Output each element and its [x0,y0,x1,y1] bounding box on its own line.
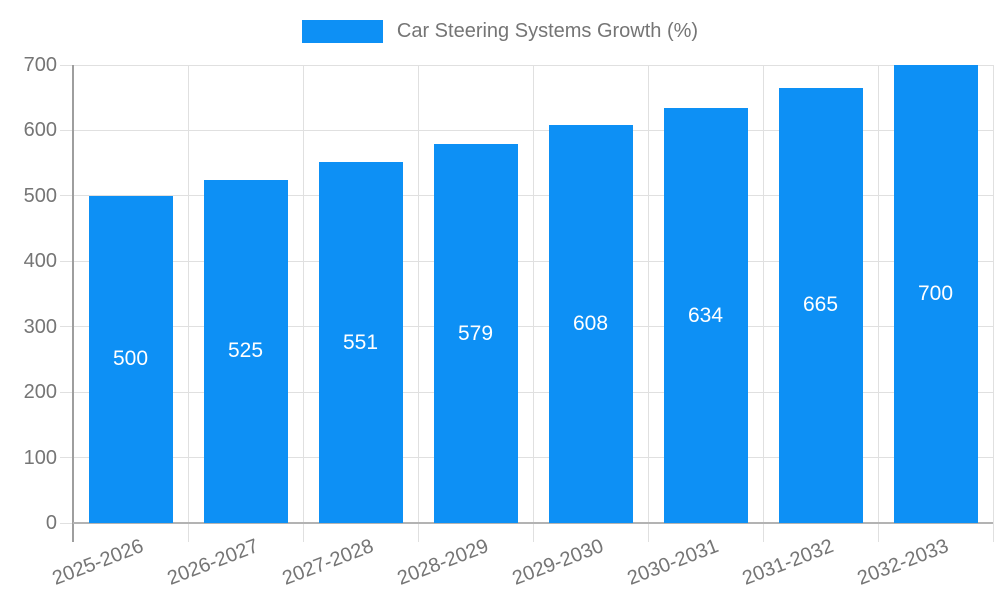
x-axis-tick-label: 2031-2032 [739,535,837,590]
y-tick-mark [60,326,73,328]
y-axis-tick-label: 100 [23,446,57,469]
x-axis-tick-label: 2029-2030 [509,535,607,590]
legend-swatch [301,20,383,43]
bar-2028-2029: 579 [433,144,518,523]
bar-2030-2031: 634 [663,108,748,523]
x-axis-tick-label: 2032-2033 [854,535,952,590]
bar-value-label: 500 [112,347,149,371]
y-tick-mark [60,391,73,393]
y-axis-tick-label: 400 [23,250,57,273]
y-axis-tick-label: 600 [23,119,57,142]
gridline-vertical [647,65,649,542]
y-tick-mark [60,195,73,197]
x-axis-tick-label: 2027-2028 [279,535,377,590]
x-axis-tick-label: 2028-2029 [394,535,492,590]
x-axis-tick-label: 2025-2026 [49,535,147,590]
gridline-vertical [302,65,304,542]
bar-value-label: 700 [917,282,954,305]
y-axis-tick-label: 500 [23,184,57,207]
gridline-vertical [187,65,189,542]
gridline-vertical [877,65,879,542]
gridline-vertical [532,65,534,542]
bar-2026-2027: 525 [203,179,288,523]
y-tick-mark [60,129,73,131]
bar-value-label: 665 [802,293,839,317]
gridline-vertical [417,65,419,542]
y-axis-tick-label: 200 [23,381,57,404]
bar-2032-2033: 700 [893,65,978,523]
legend[interactable]: Car Steering Systems Growth (%) [0,20,1000,43]
y-tick-mark [60,457,73,459]
y-axis-tick-label: 300 [23,315,57,338]
y-tick-mark [60,522,73,524]
legend-label: Car Steering Systems Growth (%) [396,20,699,42]
bar-value-label: 634 [687,303,724,327]
y-axis-tick-label: 0 [45,512,57,534]
bar-2031-2032: 665 [778,87,863,523]
x-axis-tick-label: 2026-2027 [164,535,262,590]
gridline-vertical [762,65,764,542]
bar-value-label: 579 [457,321,494,345]
bar-2029-2030: 608 [548,125,633,523]
bar-2027-2028: 551 [318,162,403,523]
y-axis-tick-label: 700 [23,54,57,76]
x-axis-line [73,522,993,524]
x-axis-tick-label: 2030-2031 [624,535,722,590]
bar-value-label: 608 [572,312,609,336]
plot-area: 0 100 200 300 400 500 600 700 500 525 551 579 608 63… [24,54,994,590]
y-tick-mark [60,64,73,66]
bar-value-label: 525 [227,339,264,363]
y-tick-mark [60,260,73,262]
bar-2025-2026: 500 [88,195,173,523]
gridline-vertical [992,65,994,542]
y-axis-line [72,65,74,542]
bar-value-label: 551 [342,330,379,354]
